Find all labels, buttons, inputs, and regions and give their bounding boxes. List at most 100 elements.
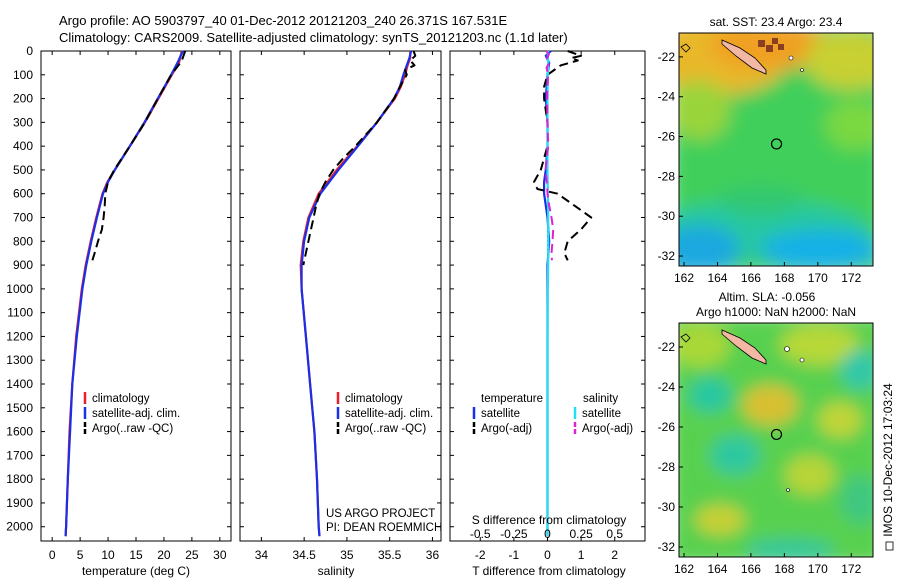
longitude-tick-label: 166 (741, 271, 761, 285)
salinity-x-axis-label: salinity (318, 564, 355, 578)
sst-map-panel: sat. SST: 23.4 Argo: 23.4 (658, 15, 874, 285)
x-tick-label: -2 (475, 548, 486, 562)
depth-tick-label: 2000 (6, 520, 33, 534)
latitude-tick-label: -24 (658, 90, 676, 104)
small-island (680, 333, 691, 343)
x-tick-label: 20 (157, 548, 171, 562)
imos-timestamp: IMOS 10-Dec-2012 17:03:24 (881, 383, 895, 537)
depth-tick-label: 700 (13, 211, 33, 225)
difference-series (533, 50, 593, 537)
argo-float-marker (770, 138, 783, 150)
latitude-tick-label: -22 (658, 50, 676, 64)
small-island (786, 488, 790, 492)
longitude-tick-label: 168 (774, 562, 794, 576)
depth-tick-label: 1500 (6, 401, 33, 415)
figure-title-line-1: Argo profile: AO 5903797_40 01-Dec-2012 … (59, 13, 507, 28)
latitude-tick-label: -32 (658, 540, 676, 554)
legend-label-salinity-satellite: satellite (582, 408, 621, 420)
difference-legend: temperature salinity satellite Argo(-adj… (472, 393, 633, 435)
top-tick-label: 0.5 (606, 527, 623, 541)
x-tick-label: 34.5 (292, 548, 316, 562)
sla-low-patch (840, 475, 873, 525)
sst-cool-patch (720, 185, 800, 215)
sla-map-ticks: 162 164 166 168 170 172 -22 -24 -26 -28 -30 -32 (658, 340, 862, 576)
depth-tick-label: 1700 (6, 448, 33, 462)
series-line-satellite-adj-clim (300, 50, 413, 537)
temperature-x-axis-label: temperature (deg C) (82, 564, 190, 578)
sst-map-frame (678, 32, 874, 267)
new-caledonia-island (721, 329, 767, 365)
depth-tick-label: 1400 (6, 377, 33, 391)
sst-hot-pixels (758, 38, 784, 52)
longitude-tick-label: 162 (674, 562, 694, 576)
sla-low-patch (688, 377, 732, 413)
depth-tick-label: 1300 (6, 353, 33, 367)
depth-tick-label: 400 (13, 139, 33, 153)
x-tick-label: 0 (544, 548, 551, 562)
sla-low-patch (840, 350, 873, 390)
legend-header-salinity: salinity (583, 393, 618, 405)
x-tick-label: -1 (509, 548, 520, 562)
latitude-tick-label: -24 (658, 380, 676, 394)
depth-tick-label: 600 (13, 187, 33, 201)
longitude-tick-label: 172 (841, 562, 861, 576)
legend-label-temperature-argo: Argo(-adj) (481, 423, 532, 435)
longitude-tick-label: 170 (808, 562, 828, 576)
difference-panel: -2 -1 0 1 2 S difference from climatology -0… (449, 50, 646, 578)
latitude-tick-label: -28 (658, 169, 676, 183)
latitude-tick-label: -32 (658, 249, 676, 263)
argo-float-marker (770, 428, 783, 441)
depth-tick-label: 1600 (6, 425, 33, 439)
salinity-series (299, 50, 417, 537)
x-tick-label: 35.5 (378, 548, 402, 562)
series-line-satellite-adj-clim (64, 50, 184, 537)
sst-cool-patch (679, 225, 740, 266)
sla-map-title-line-1: Altim. SLA: -0.056 (719, 290, 816, 304)
depth-tick-label: 200 (13, 92, 33, 106)
sla-high-patch (742, 385, 798, 425)
sla-low-patch (745, 538, 835, 557)
legend-label-argo: Argo(..raw -QC) (345, 423, 426, 435)
x-tick-label: 0 (49, 548, 56, 562)
depth-tick-label: 900 (13, 258, 33, 272)
depth-tick-label: 1900 (6, 496, 33, 510)
legend-label-salinity-argo: Argo(-adj) (582, 423, 633, 435)
difference-top-axis-label: S difference from climatology (472, 513, 627, 527)
x-tick-label: 30 (213, 548, 227, 562)
difference-x-axis-label: T difference from climatology (472, 564, 626, 578)
salinity-ticks: 34 34.5 35 35.5 36 (240, 50, 441, 562)
sla-field (679, 323, 873, 557)
latitude-tick-label: -26 (658, 130, 676, 144)
longitude-tick-label: 168 (774, 271, 794, 285)
legend-label-satellite: satellite-adj. clim. (345, 408, 433, 420)
sst-warm-patch (805, 33, 873, 90)
depth-tick-label: 1200 (6, 329, 33, 343)
longitude-tick-label: 170 (808, 271, 828, 285)
x-tick-label: 5 (77, 548, 84, 562)
depth-tick-label: 300 (13, 115, 33, 129)
depth-tick-label: 1100 (7, 306, 33, 320)
series-line-argo-raw-qc (91, 50, 187, 261)
sla-low-patch (710, 435, 760, 475)
longitude-tick-label: 164 (707, 271, 727, 285)
top-tick-label: 0.25 (569, 527, 593, 541)
x-tick-label: 15 (129, 548, 143, 562)
latitude-tick-label: -30 (658, 209, 676, 223)
series-line-argo-raw-qc (302, 50, 417, 266)
new-caledonia-island (721, 39, 767, 75)
sla-high-patch (780, 325, 860, 365)
depth-tick-label: 500 (13, 163, 33, 177)
x-tick-label: 10 (101, 548, 115, 562)
top-tick-label: -0.5 (470, 527, 491, 541)
legend-label-argo: Argo(..raw -QC) (92, 423, 173, 435)
sla-map-title-line-2: Argo h1000: NaN h2000: NaN (696, 305, 856, 319)
imos-logo-box (885, 541, 894, 551)
x-tick-label: 2 (611, 548, 618, 562)
temperature-ticks: 0 5 10 15 20 25 30 (41, 50, 231, 562)
temperature-plot-frame (40, 50, 232, 542)
small-island (788, 55, 794, 61)
latitude-tick-label: -22 (658, 340, 676, 354)
legend-label-climatology: climatology (92, 393, 150, 405)
legend-header-temperature: temperature (481, 393, 543, 405)
latitude-tick-label: -26 (658, 420, 676, 434)
